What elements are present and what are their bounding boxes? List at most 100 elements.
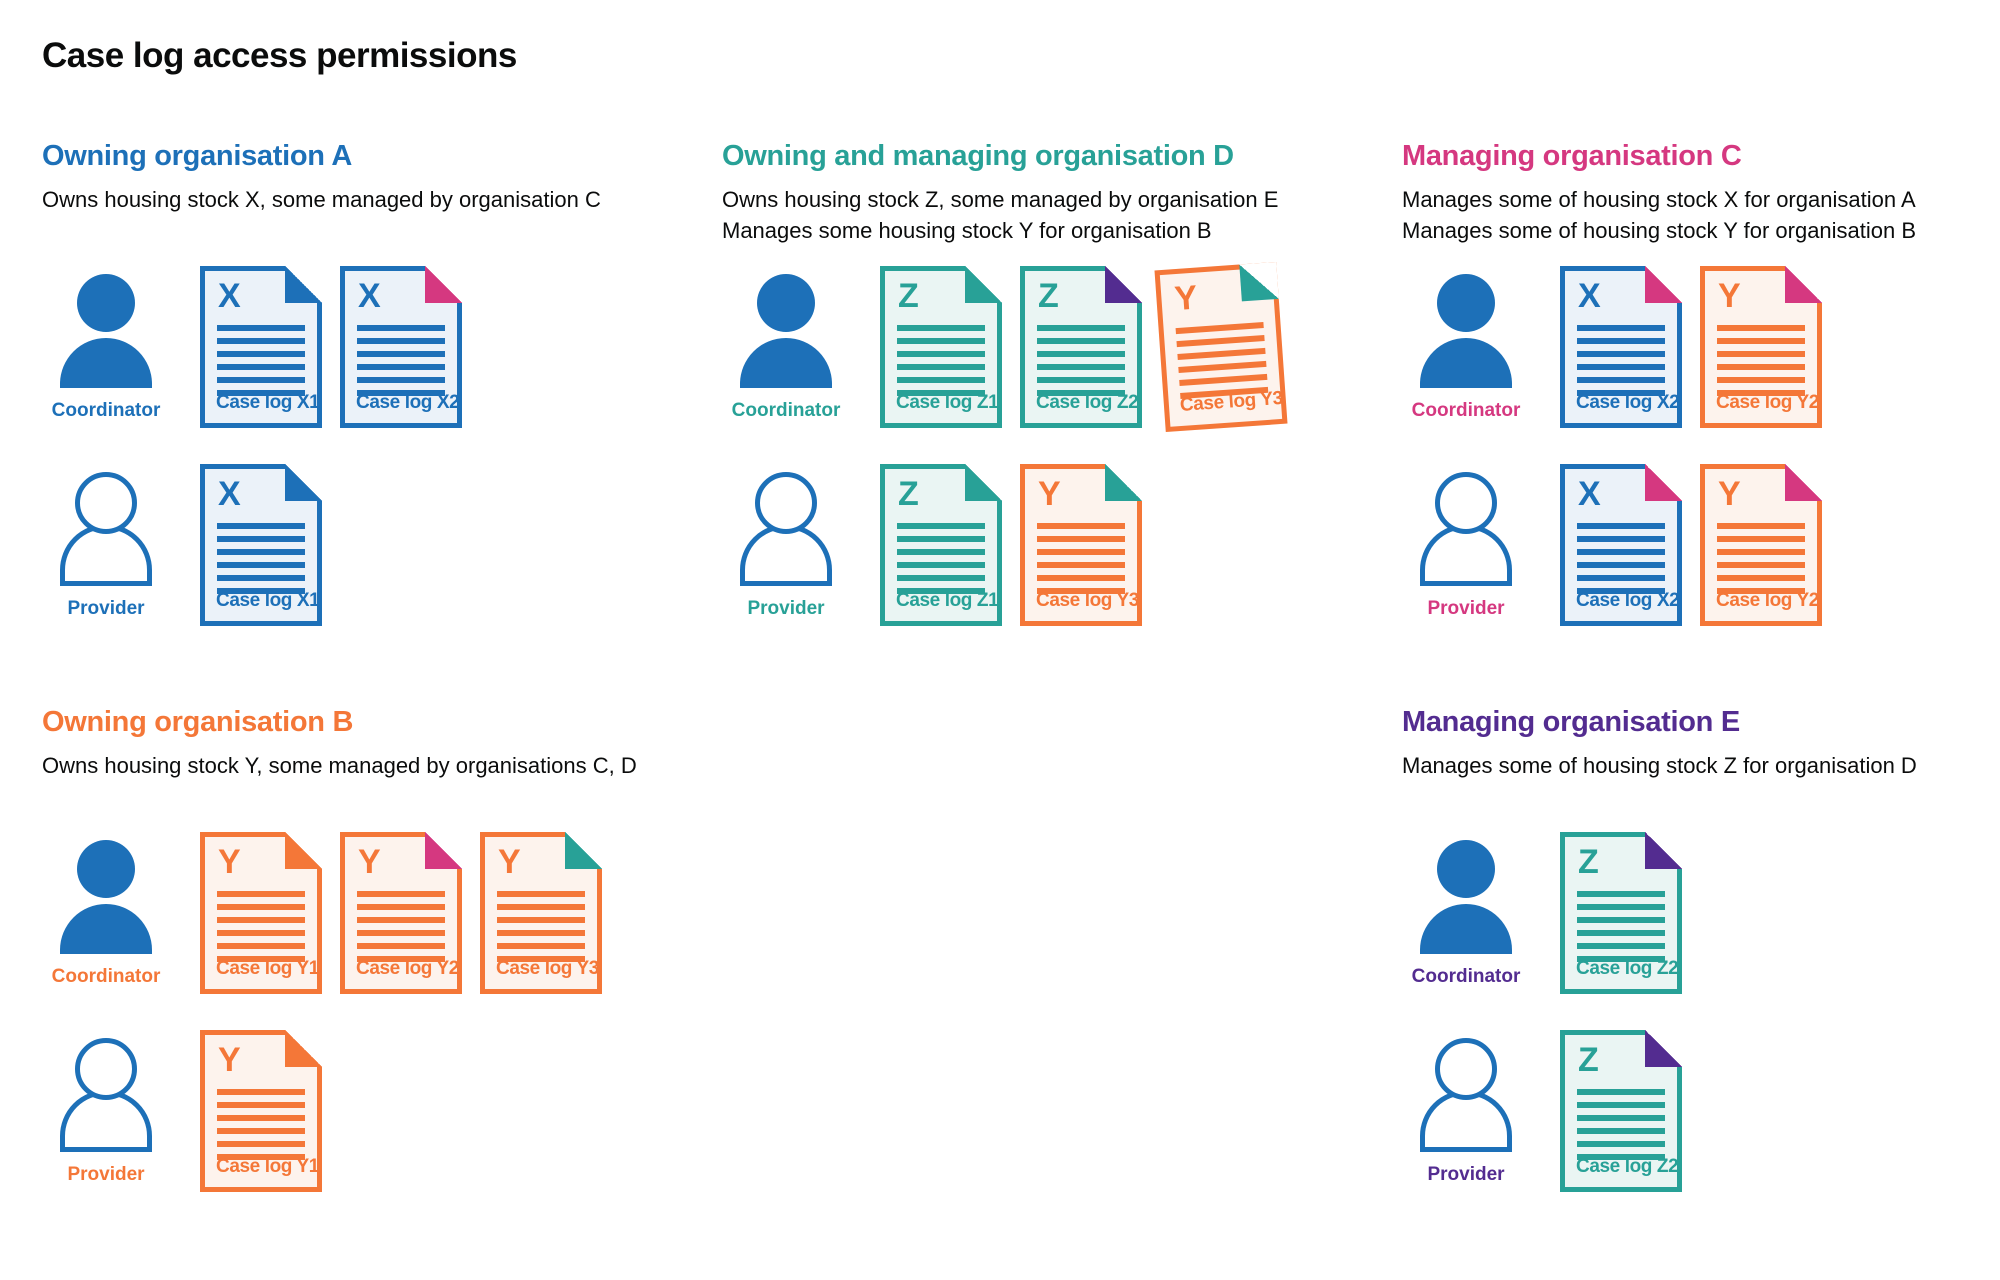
doc-stock-letter: X — [1578, 277, 1601, 315]
provider-block: Provider — [42, 464, 170, 620]
doc-label: Case log Y2 — [1716, 392, 1819, 413]
folded-corner-icon — [285, 1030, 322, 1067]
case-log-doc: Y Case log Y3 — [480, 832, 602, 994]
doc-label: Case log Y2 — [356, 958, 459, 979]
doc-text-lines — [897, 523, 985, 594]
person-body — [60, 904, 152, 954]
coordinator-block: Coordinator — [42, 266, 170, 422]
doc-stock-letter: Y — [358, 843, 381, 881]
folded-corner-icon — [1239, 261, 1279, 302]
doc-text-lines — [357, 891, 445, 962]
case-log-doc: Z Case log Z2 — [1020, 266, 1142, 428]
description-line: Manages some of housing stock X for orga… — [1402, 187, 1916, 212]
folded-corner-icon — [425, 832, 462, 869]
coordinator-person-icon — [740, 274, 832, 388]
doc-text-lines — [1577, 325, 1665, 396]
doc-text-lines — [217, 523, 305, 594]
provider-block: Provider — [42, 1030, 170, 1186]
doc-list: Z Case log Z1 Z Case log Z2 Y Case log Y… — [880, 261, 1288, 433]
doc-label: Case log X1 — [216, 392, 320, 413]
coordinator-block: Coordinator — [722, 266, 850, 422]
section-heading: Owning organisation A — [42, 140, 353, 172]
folded-corner-icon — [285, 266, 322, 303]
doc-list: Y Case log Y1 — [200, 1030, 322, 1192]
doc-label: Case log Y2 — [1716, 590, 1819, 611]
case-log-doc: Y Case log Y2 — [340, 832, 462, 994]
doc-stock-letter: Z — [898, 475, 919, 513]
doc-label: Case log Z2 — [1576, 958, 1679, 979]
role-label: Coordinator — [1411, 966, 1521, 987]
doc-text-lines — [217, 325, 305, 396]
doc-stock-letter: Z — [898, 277, 919, 315]
doc-text-lines — [1577, 891, 1665, 962]
person-head — [1437, 274, 1495, 332]
folded-corner-icon — [425, 266, 462, 303]
description-line: Manages some of housing stock Z for orga… — [1402, 753, 1917, 778]
doc-text-lines — [217, 891, 305, 962]
case-log-doc: Y Case log Y3 — [1020, 464, 1142, 626]
doc-text-lines — [497, 891, 585, 962]
folded-corner-icon — [1785, 464, 1822, 501]
folded-corner-icon — [285, 464, 322, 501]
person-body — [1420, 904, 1512, 954]
case-log-doc: Y Case log Y2 — [1700, 266, 1822, 428]
provider-row: Provider X Case log X1 — [42, 464, 702, 626]
description-line: Manages some housing stock Y for organis… — [722, 218, 1212, 243]
doc-stock-letter: Z — [1578, 843, 1599, 881]
case-log-doc: Y Case log Y3 — [1154, 261, 1288, 433]
person-head — [1435, 1038, 1497, 1100]
role-label: Coordinator — [731, 400, 841, 421]
role-label: Provider — [1427, 598, 1505, 619]
folded-corner-icon — [965, 266, 1002, 303]
person-head — [77, 274, 135, 332]
section-description: Owns housing stock X, some managed by or… — [42, 184, 702, 250]
coordinator-row: Coordinator Z Case log Z1 Z Case log Z2 — [722, 261, 1382, 433]
doc-text-lines — [217, 1089, 305, 1160]
section-description: Manages some of housing stock X for orga… — [1402, 184, 2000, 250]
doc-text-lines — [1577, 523, 1665, 594]
doc-text-lines — [1717, 523, 1805, 594]
section-heading: Owning organisation B — [42, 706, 354, 738]
provider-person-icon — [740, 472, 832, 586]
doc-text-lines — [1717, 325, 1805, 396]
provider-person-icon — [60, 1038, 152, 1152]
doc-label: Case log Y3 — [496, 958, 599, 979]
case-log-doc: X Case log X2 — [340, 266, 462, 428]
coordinator-person-icon — [1420, 840, 1512, 954]
person-body — [1420, 338, 1512, 388]
coordinator-person-icon — [60, 840, 152, 954]
section-description: Owns housing stock Z, some managed by or… — [722, 184, 1382, 250]
doc-label: Case log Z2 — [1036, 392, 1139, 413]
doc-text-lines — [1037, 325, 1125, 396]
person-head — [75, 472, 137, 534]
person-head — [1435, 472, 1497, 534]
doc-stock-letter: Y — [1718, 475, 1741, 513]
coordinator-block: Coordinator — [1402, 266, 1530, 422]
doc-stock-letter: X — [1578, 475, 1601, 513]
coordinator-row: Coordinator Y Case log Y1 Y Case log Y2 — [42, 832, 702, 994]
doc-list: Z Case log Z2 — [1560, 832, 1682, 994]
doc-label: Case log X2 — [1576, 392, 1680, 413]
person-head — [1437, 840, 1495, 898]
provider-block: Provider — [1402, 464, 1530, 620]
coordinator-row: Coordinator X Case log X1 X Case log X2 — [42, 266, 702, 428]
role-label: Provider — [1427, 1164, 1505, 1185]
page-title: Case log access permissions — [42, 36, 517, 75]
section-description: Owns housing stock Y, some managed by or… — [42, 750, 702, 816]
folded-corner-icon — [285, 832, 322, 869]
provider-row: Provider Z Case log Z2 — [1402, 1030, 2000, 1192]
doc-label: Case log Y1 — [216, 1156, 319, 1177]
doc-stock-letter: Y — [218, 1041, 241, 1079]
doc-stock-letter: Y — [218, 843, 241, 881]
case-log-doc: Y Case log Y2 — [1700, 464, 1822, 626]
folded-corner-icon — [1645, 464, 1682, 501]
doc-label: Case log Z1 — [896, 590, 999, 611]
section-owning-organisation-a: Owning organisation A Owns housing stock… — [42, 138, 702, 626]
doc-stock-letter: Z — [1578, 1041, 1599, 1079]
section-heading: Owning and managing organisation D — [722, 140, 1234, 172]
folded-corner-icon — [1785, 266, 1822, 303]
doc-label: Case log X2 — [1576, 590, 1680, 611]
section-managing-organisation-c: Managing organisation C Manages some of … — [1402, 138, 2000, 626]
folded-corner-icon — [1645, 832, 1682, 869]
